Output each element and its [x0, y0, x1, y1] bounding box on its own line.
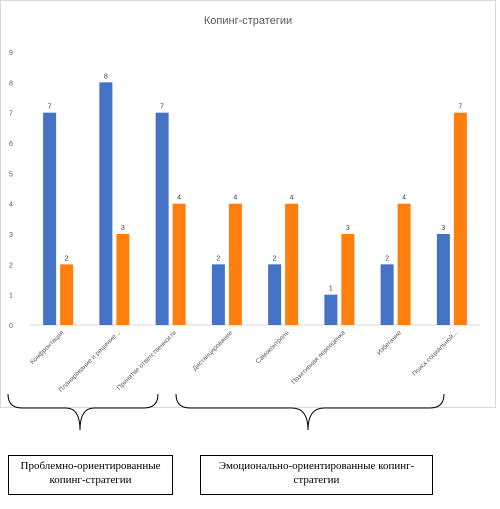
bars: 7 2 8 3 7 4 2 4 2 4 1 3 2 4 3 7: [43, 73, 467, 326]
data-label: 2: [216, 255, 220, 262]
x-tick-label: Поиск социальной...: [410, 329, 459, 378]
emotion-caption: Эмоционально-ориентированные копинг-стра…: [200, 455, 433, 495]
x-tick-label: Позитивная переоценка: [290, 329, 347, 386]
y-tick-label: 9: [9, 50, 13, 57]
problem-caption: Проблемно-ориентированные копинг-стратег…: [8, 455, 173, 495]
chart: Копинг-стратегии 0 1 2 3 4 5 6 7 8 9 7 2 8 3 7 4 2 4 2 4 1 3…: [7, 15, 480, 431]
data-label: 7: [48, 104, 52, 111]
data-label: 1: [329, 286, 333, 293]
data-label: 4: [177, 195, 181, 202]
bar: [436, 234, 450, 325]
data-label: 7: [458, 104, 462, 111]
data-label: 3: [441, 225, 445, 232]
chart-frame: [0, 0, 496, 408]
x-tick-label: Самоконтроль: [255, 329, 291, 365]
bar: [172, 203, 186, 325]
data-label: 3: [121, 225, 125, 232]
x-tick-label: Дистанцирование: [191, 329, 234, 372]
bar: [43, 112, 57, 326]
bar: [324, 294, 338, 325]
y-tick-label: 7: [9, 111, 13, 118]
bar: [99, 82, 113, 325]
data-label: 4: [290, 195, 294, 202]
data-label: 7: [160, 104, 164, 111]
x-tick-label: Избегание: [375, 328, 403, 356]
bar: [155, 112, 169, 326]
bar: [341, 234, 355, 325]
x-tick-label: Планирование и решение...: [57, 329, 121, 393]
data-label: 2: [273, 255, 277, 262]
y-tick-label: 4: [9, 202, 13, 209]
data-label: 4: [402, 195, 406, 202]
bar: [268, 264, 282, 325]
y-tick-label: 1: [9, 293, 13, 300]
bar: [211, 264, 225, 325]
y-tick-label: 2: [9, 262, 13, 269]
data-label: 3: [346, 225, 350, 232]
y-tick-label: 0: [9, 323, 13, 330]
bar: [116, 234, 130, 325]
bar: [228, 203, 242, 325]
data-label: 4: [233, 195, 237, 202]
y-tick-label: 5: [9, 171, 13, 178]
x-tick-label: Конфронтация: [29, 329, 66, 366]
bar: [60, 264, 74, 325]
emotion-bracket: [175, 393, 445, 431]
problem-bracket: [7, 393, 159, 431]
bar: [380, 264, 394, 325]
bar: [285, 203, 299, 325]
y-tick-label: 8: [9, 80, 13, 87]
data-label: 2: [65, 255, 69, 262]
bar: [453, 112, 467, 326]
data-label: 8: [104, 73, 108, 80]
y-tick-label: 3: [9, 232, 13, 239]
x-tick-label: Принятие ответственности: [116, 329, 179, 392]
y-tick-label: 6: [9, 141, 13, 148]
data-label: 2: [385, 255, 389, 262]
bar: [397, 203, 411, 325]
chart-title: Копинг-стратегии: [204, 15, 292, 27]
